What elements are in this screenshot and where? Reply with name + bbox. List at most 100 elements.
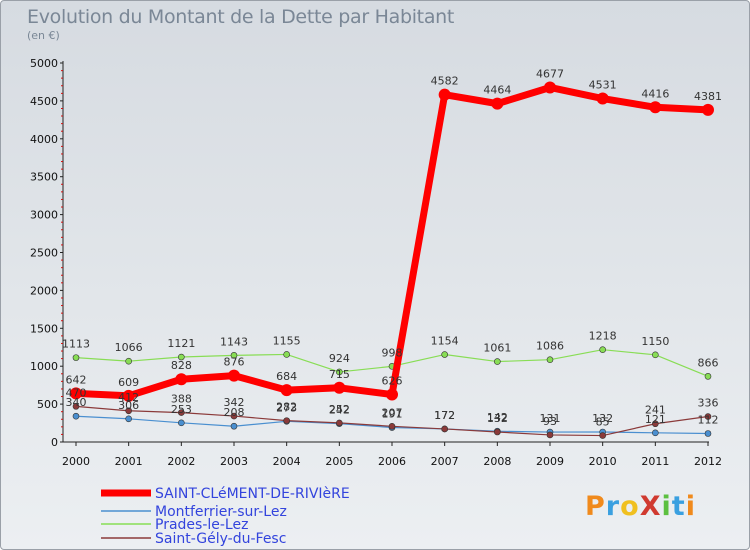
data-label: 131 bbox=[540, 412, 561, 425]
data-label: 626 bbox=[382, 375, 403, 388]
data-point bbox=[491, 97, 504, 110]
legend-label: Montferrier-sur-Lez bbox=[155, 504, 287, 520]
data-point bbox=[386, 388, 398, 401]
data-label: 1121 bbox=[167, 337, 195, 350]
data-label: 340 bbox=[66, 396, 87, 409]
data-label: 609 bbox=[118, 376, 139, 389]
data-point bbox=[125, 415, 132, 423]
data-point bbox=[125, 357, 132, 365]
data-point bbox=[230, 412, 238, 420]
data-label: 998 bbox=[382, 346, 403, 359]
data-point bbox=[544, 81, 556, 94]
data-point bbox=[704, 413, 712, 420]
data-point bbox=[283, 417, 290, 424]
data-point bbox=[546, 356, 554, 363]
x-tick-label: 2002 bbox=[167, 455, 195, 468]
data-label: 241 bbox=[645, 404, 666, 417]
data-point bbox=[280, 384, 293, 397]
data-label: 1143 bbox=[220, 335, 248, 348]
data-label: 142 bbox=[487, 411, 508, 424]
x-tick-label: 2001 bbox=[115, 455, 143, 468]
data-label: 207 bbox=[382, 406, 403, 419]
data-label: 132 bbox=[487, 412, 508, 425]
data-label: 342 bbox=[224, 396, 245, 409]
data-label: 1150 bbox=[641, 335, 669, 348]
x-tick-label: 2010 bbox=[589, 455, 617, 468]
data-point bbox=[72, 354, 80, 361]
y-tick-label: 4000 bbox=[30, 133, 58, 146]
y-tick-label: 1000 bbox=[30, 360, 58, 373]
data-label: 253 bbox=[171, 403, 192, 416]
data-point bbox=[178, 353, 185, 361]
data-label: 172 bbox=[434, 409, 455, 422]
data-point bbox=[228, 369, 240, 382]
y-tick-label: 2000 bbox=[30, 284, 58, 297]
data-point bbox=[494, 428, 501, 436]
chart-subtitle: (en €) bbox=[27, 29, 60, 42]
data-point bbox=[283, 351, 290, 358]
y-tick-label: 3500 bbox=[30, 171, 58, 184]
data-label: 121 bbox=[645, 413, 666, 426]
x-tick-label: 2006 bbox=[378, 455, 406, 468]
data-label: 93 bbox=[543, 415, 557, 428]
x-tick-label: 2005 bbox=[325, 455, 353, 468]
data-point bbox=[175, 373, 188, 386]
x-tick-label: 2007 bbox=[431, 455, 459, 468]
data-label: 282 bbox=[276, 401, 297, 414]
y-tick-label: 5000 bbox=[30, 57, 58, 70]
data-label: 924 bbox=[329, 352, 350, 365]
data-point bbox=[546, 431, 554, 439]
data-label: 1113 bbox=[62, 338, 90, 351]
data-label: 172 bbox=[434, 409, 455, 422]
data-point bbox=[652, 420, 659, 428]
data-label: 242 bbox=[329, 404, 350, 417]
data-label: 132 bbox=[592, 412, 613, 425]
x-tick-label: 2012 bbox=[694, 455, 722, 468]
data-label: 4381 bbox=[694, 90, 722, 103]
data-point bbox=[652, 351, 659, 359]
data-label: 4416 bbox=[641, 87, 669, 100]
data-label: 252 bbox=[329, 403, 350, 416]
data-label: 684 bbox=[276, 370, 297, 383]
data-label: 4677 bbox=[536, 67, 564, 80]
data-point bbox=[72, 412, 80, 420]
proxiti-logo: ProXiti bbox=[585, 491, 696, 522]
data-label: 1061 bbox=[483, 342, 511, 355]
data-point bbox=[333, 381, 346, 394]
x-tick-label: 2011 bbox=[641, 455, 669, 468]
data-point bbox=[441, 351, 448, 358]
data-point bbox=[704, 430, 712, 437]
y-tick-label: 4500 bbox=[30, 95, 58, 108]
x-tick-label: 2004 bbox=[273, 455, 301, 468]
data-label: 85 bbox=[596, 416, 610, 429]
data-label: 470 bbox=[66, 386, 87, 399]
data-point bbox=[122, 389, 135, 402]
data-label: 4582 bbox=[431, 75, 459, 88]
data-point bbox=[230, 352, 238, 359]
y-tick-label: 3000 bbox=[30, 209, 58, 222]
data-point bbox=[336, 419, 343, 427]
data-point bbox=[599, 432, 606, 439]
data-point bbox=[70, 387, 82, 400]
data-label: 1154 bbox=[431, 335, 459, 348]
data-label: 191 bbox=[382, 408, 403, 421]
y-tick-label: 2500 bbox=[30, 247, 58, 260]
legend-label: Saint-Gély-du-Fesc bbox=[155, 531, 286, 547]
x-tick-label: 2008 bbox=[483, 455, 511, 468]
x-tick-label: 2003 bbox=[220, 455, 248, 468]
data-label: 4464 bbox=[483, 84, 511, 97]
data-label: 876 bbox=[224, 356, 245, 369]
data-label: 306 bbox=[118, 399, 139, 412]
x-tick-label: 2009 bbox=[536, 455, 564, 468]
data-point bbox=[494, 358, 501, 365]
data-label: 112 bbox=[698, 414, 719, 427]
y-tick-label: 1500 bbox=[30, 322, 58, 335]
data-label: 1066 bbox=[115, 341, 143, 354]
data-label: 828 bbox=[171, 359, 192, 372]
data-point bbox=[178, 409, 185, 416]
data-label: 336 bbox=[698, 397, 719, 410]
data-point bbox=[125, 407, 132, 415]
data-label: 1086 bbox=[536, 340, 564, 353]
data-label: 1155 bbox=[273, 334, 301, 347]
